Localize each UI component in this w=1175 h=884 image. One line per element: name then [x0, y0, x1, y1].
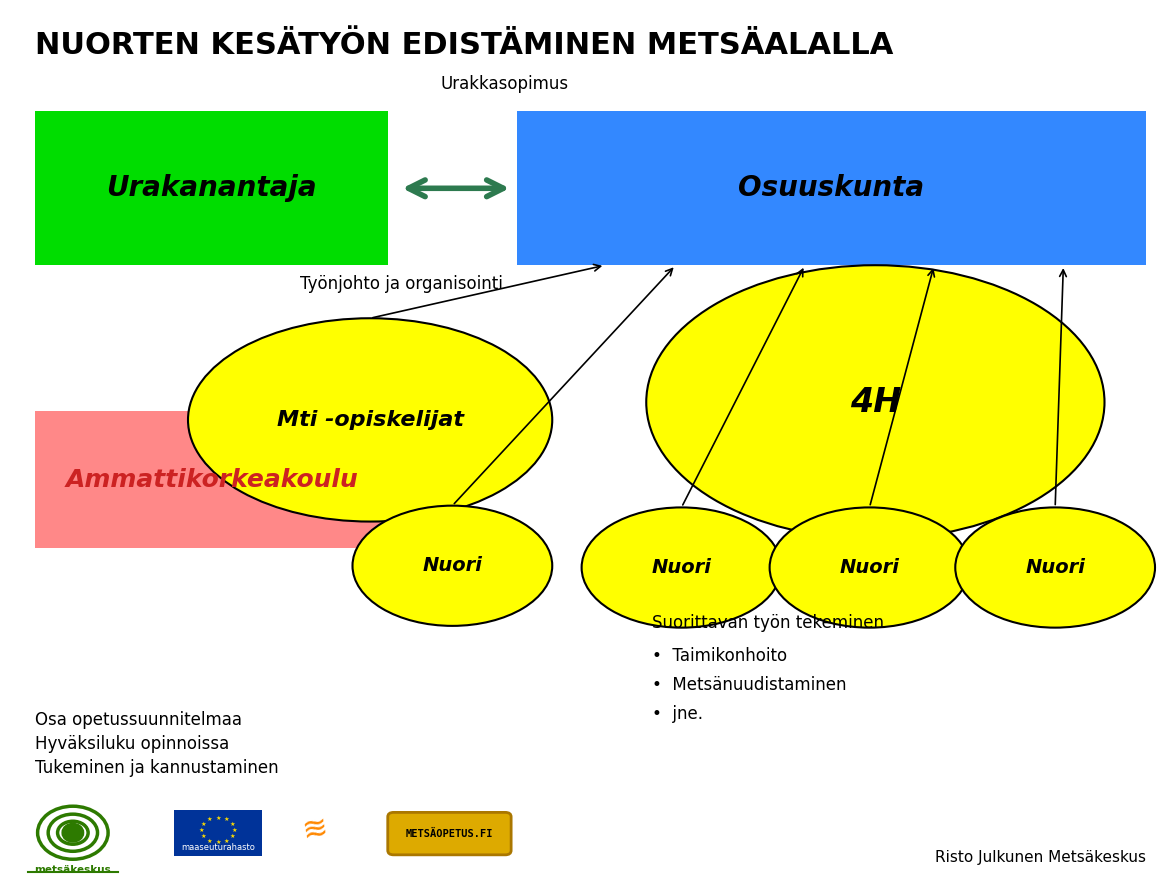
Text: Suorittavan työn tekeminen: Suorittavan työn tekeminen [652, 614, 884, 632]
Text: ★: ★ [207, 817, 213, 822]
Text: Nuori: Nuori [652, 558, 711, 577]
Text: ★: ★ [229, 834, 235, 839]
Text: Urakkasopimus: Urakkasopimus [441, 75, 569, 93]
Text: ≋: ≋ [300, 812, 330, 846]
Text: ★: ★ [201, 834, 207, 839]
Text: ★: ★ [199, 828, 204, 833]
Text: •  Metsänuudistaminen: • Metsänuudistaminen [652, 676, 847, 694]
FancyBboxPatch shape [388, 812, 511, 855]
Text: Tukeminen ja kannustaminen: Tukeminen ja kannustaminen [35, 759, 278, 777]
Text: ★: ★ [231, 828, 237, 833]
Text: ★: ★ [207, 839, 213, 843]
Text: METSÄOPETUS.FI: METSÄOPETUS.FI [405, 828, 493, 839]
FancyBboxPatch shape [517, 110, 1146, 265]
Text: •  Taimikonhoito: • Taimikonhoito [652, 647, 787, 665]
Text: Osuuskunta: Osuuskunta [738, 174, 925, 202]
FancyBboxPatch shape [35, 110, 388, 265]
Text: ★: ★ [215, 841, 221, 845]
Text: 4H: 4H [850, 385, 901, 419]
Text: maaseuturahasto: maaseuturahasto [181, 843, 255, 852]
Ellipse shape [646, 265, 1104, 539]
Text: Nuori: Nuori [1026, 558, 1085, 577]
FancyBboxPatch shape [35, 411, 388, 548]
Text: ★: ★ [201, 822, 207, 827]
Text: Risto Julkunen Metsäkeskus: Risto Julkunen Metsäkeskus [934, 850, 1146, 865]
Ellipse shape [955, 507, 1155, 628]
Ellipse shape [770, 507, 969, 628]
Ellipse shape [582, 507, 781, 628]
Text: Mti -opiskelijat: Mti -opiskelijat [276, 410, 464, 430]
Text: •  jne.: • jne. [652, 705, 703, 723]
Text: Urakanantaja: Urakanantaja [106, 174, 317, 202]
Ellipse shape [188, 318, 552, 522]
Text: Työnjohto ja organisointi: Työnjohto ja organisointi [300, 276, 503, 293]
Text: Nuori: Nuori [423, 556, 482, 575]
Text: metsäkeskus: metsäkeskus [34, 865, 112, 874]
Text: Nuori: Nuori [840, 558, 899, 577]
Text: ★: ★ [223, 817, 229, 822]
Text: ★: ★ [229, 822, 235, 827]
Text: ★: ★ [215, 816, 221, 820]
FancyBboxPatch shape [174, 810, 262, 856]
Text: Hyväksiluku opinnoissa: Hyväksiluku opinnoissa [35, 735, 229, 753]
Text: NUORTEN KESÄTYÖN EDISTÄMINEN METSÄALALLA: NUORTEN KESÄTYÖN EDISTÄMINEN METSÄALALLA [35, 31, 894, 60]
Text: ★: ★ [223, 839, 229, 843]
Text: Ammattikorkeakoulu: Ammattikorkeakoulu [65, 468, 358, 492]
Ellipse shape [352, 506, 552, 626]
Text: Osa opetussuunnitelmaa: Osa opetussuunnitelmaa [35, 712, 242, 729]
